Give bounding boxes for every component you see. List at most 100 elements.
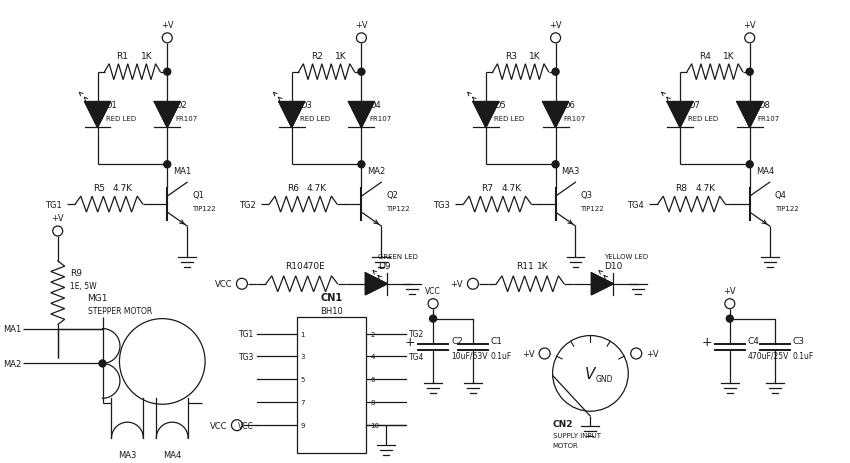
Text: 0.1uF: 0.1uF — [792, 351, 813, 360]
Text: +V: +V — [744, 21, 756, 30]
Text: TG3: TG3 — [239, 352, 254, 361]
Text: MA2: MA2 — [367, 167, 386, 176]
Text: +V: +V — [51, 213, 64, 223]
Text: D1: D1 — [105, 101, 117, 110]
Text: 470E: 470E — [303, 261, 325, 270]
Text: 1K: 1K — [723, 52, 734, 61]
Text: Q2: Q2 — [386, 190, 398, 199]
Circle shape — [358, 162, 365, 169]
Text: 4.7K: 4.7K — [307, 184, 327, 193]
Text: TG4: TG4 — [627, 200, 644, 209]
Circle shape — [746, 69, 753, 76]
Text: MA1: MA1 — [173, 167, 191, 176]
Text: +V: +V — [355, 21, 368, 30]
Polygon shape — [279, 102, 304, 128]
Text: 1K: 1K — [537, 261, 549, 270]
Text: D7: D7 — [688, 101, 700, 110]
Text: TIP122: TIP122 — [386, 206, 410, 212]
Text: D8: D8 — [757, 101, 769, 110]
Text: C1: C1 — [490, 336, 503, 345]
Text: 4.7K: 4.7K — [113, 184, 133, 193]
Text: VCC: VCC — [238, 421, 254, 430]
Text: V: V — [586, 366, 596, 381]
Circle shape — [746, 162, 753, 169]
Text: VCC: VCC — [425, 286, 441, 295]
Text: R7: R7 — [481, 184, 493, 193]
Text: 3: 3 — [301, 354, 305, 360]
Polygon shape — [85, 102, 110, 128]
Circle shape — [358, 69, 365, 76]
Text: FR107: FR107 — [370, 116, 392, 122]
Text: C4: C4 — [748, 336, 760, 345]
Text: +V: +V — [161, 21, 173, 30]
Text: YELLOW LED: YELLOW LED — [604, 253, 649, 259]
Text: C2: C2 — [451, 336, 463, 345]
Text: TIP122: TIP122 — [774, 206, 798, 212]
Text: MA2: MA2 — [3, 359, 21, 368]
Text: +: + — [701, 335, 712, 348]
Text: 2: 2 — [371, 331, 375, 337]
Text: MG1: MG1 — [88, 294, 108, 302]
Text: 10uF/63V: 10uF/63V — [451, 351, 488, 360]
Text: 0.1uF: 0.1uF — [490, 351, 512, 360]
Text: +V: +V — [450, 280, 463, 288]
Text: 10: 10 — [371, 422, 379, 428]
Text: D2: D2 — [175, 101, 187, 110]
Text: R1: R1 — [116, 52, 128, 61]
Circle shape — [552, 69, 559, 76]
Polygon shape — [542, 102, 569, 128]
Text: R6: R6 — [287, 184, 299, 193]
Text: TIP122: TIP122 — [581, 206, 604, 212]
Text: R10: R10 — [285, 261, 303, 270]
Text: R5: R5 — [93, 184, 105, 193]
Text: 6: 6 — [371, 376, 375, 382]
Text: D9: D9 — [378, 261, 391, 270]
Text: TG1: TG1 — [45, 200, 62, 209]
Text: CN1: CN1 — [320, 292, 343, 302]
Text: 4.7K: 4.7K — [502, 184, 521, 193]
Polygon shape — [667, 102, 693, 128]
Text: RED LED: RED LED — [688, 116, 718, 122]
Text: GREEN LED: GREEN LED — [378, 253, 418, 259]
Text: VCC: VCC — [214, 280, 232, 288]
Text: D6: D6 — [564, 101, 575, 110]
Text: R8: R8 — [676, 184, 688, 193]
Text: MA3: MA3 — [562, 167, 580, 176]
Text: GND: GND — [595, 374, 613, 383]
Circle shape — [429, 315, 437, 322]
Text: R4: R4 — [699, 52, 711, 61]
Circle shape — [727, 315, 734, 322]
Text: R3: R3 — [505, 52, 517, 61]
Text: Q4: Q4 — [774, 190, 786, 199]
Text: RED LED: RED LED — [494, 116, 524, 122]
Text: R9: R9 — [70, 269, 82, 278]
Text: 1E, 5W: 1E, 5W — [70, 282, 96, 291]
Text: CN2: CN2 — [552, 419, 573, 428]
Text: R2: R2 — [310, 52, 322, 61]
Text: FR107: FR107 — [564, 116, 586, 122]
Text: 8: 8 — [371, 400, 375, 406]
Text: TG1: TG1 — [239, 329, 254, 338]
Text: 1K: 1K — [335, 52, 346, 61]
Text: TG4: TG4 — [409, 352, 425, 361]
Text: +V: +V — [723, 286, 736, 295]
Text: 1K: 1K — [140, 52, 152, 61]
Text: 4.7K: 4.7K — [695, 184, 716, 193]
Text: TG2: TG2 — [239, 200, 256, 209]
Text: +V: +V — [549, 21, 562, 30]
Text: R11: R11 — [516, 261, 534, 270]
Text: TG2: TG2 — [409, 329, 424, 338]
Text: FR107: FR107 — [175, 116, 197, 122]
Text: VCC: VCC — [209, 421, 227, 430]
Text: Q1: Q1 — [192, 190, 204, 199]
Text: MA1: MA1 — [3, 325, 21, 333]
Text: C3: C3 — [792, 336, 805, 345]
Text: Q3: Q3 — [581, 190, 592, 199]
Circle shape — [164, 69, 171, 76]
Text: +V: +V — [522, 349, 535, 358]
Text: 1: 1 — [301, 331, 305, 337]
Text: D10: D10 — [604, 261, 623, 270]
Text: +V: +V — [646, 349, 659, 358]
Text: RED LED: RED LED — [300, 116, 330, 122]
Text: 5: 5 — [301, 376, 305, 382]
